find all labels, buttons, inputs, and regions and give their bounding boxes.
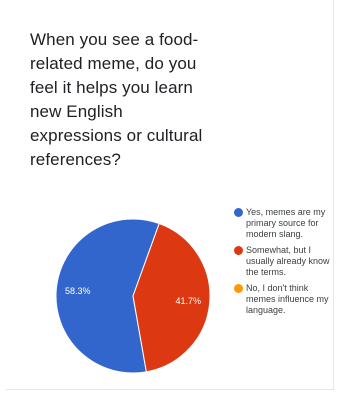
legend-item[interactable]: Somewhat, but I usually already know the… — [234, 245, 334, 278]
legend-label-no: No, I don't think memes influence my lan… — [246, 283, 329, 315]
legend-item[interactable]: Yes, memes are my primary source for mod… — [234, 207, 334, 240]
chart-legend: Yes, memes are my primary source for mod… — [234, 207, 334, 321]
slice-value-label: 41.7% — [175, 296, 201, 306]
legend-label-somewhat: Somewhat, but I usually already know the… — [246, 245, 330, 277]
legend-swatch-somewhat — [234, 246, 243, 255]
legend-label-yes: Yes, memes are my primary source for mod… — [246, 207, 326, 239]
slice-yes[interactable] — [55, 218, 160, 374]
response-card: When you see a food-related meme, do you… — [6, 0, 334, 390]
pie-slice-labels: 58.3% 41.7% — [65, 286, 201, 306]
legend-item[interactable]: No, I don't think memes influence my lan… — [234, 283, 334, 316]
question-title: When you see a food-related meme, do you… — [30, 30, 203, 169]
slice-somewhat[interactable] — [132, 222, 211, 373]
pie-chart: 58.3% 41.7% — [55, 218, 211, 374]
legend-swatch-yes — [234, 208, 243, 217]
pie-slices — [55, 218, 211, 374]
slice-value-label: 58.3% — [65, 286, 91, 296]
legend-swatch-no — [234, 284, 243, 293]
